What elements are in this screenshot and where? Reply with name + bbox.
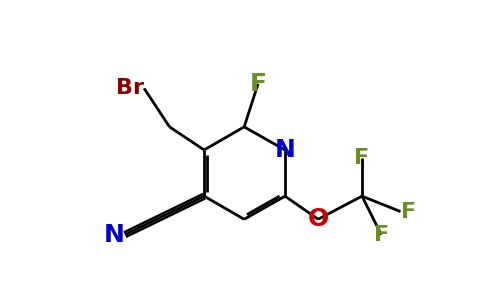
Text: N: N [274,138,295,162]
Text: F: F [401,202,416,222]
Text: O: O [307,207,329,231]
Text: F: F [374,225,389,245]
Text: F: F [250,72,267,96]
Text: Br: Br [116,78,144,98]
Text: F: F [354,148,370,168]
Text: N: N [104,223,125,247]
